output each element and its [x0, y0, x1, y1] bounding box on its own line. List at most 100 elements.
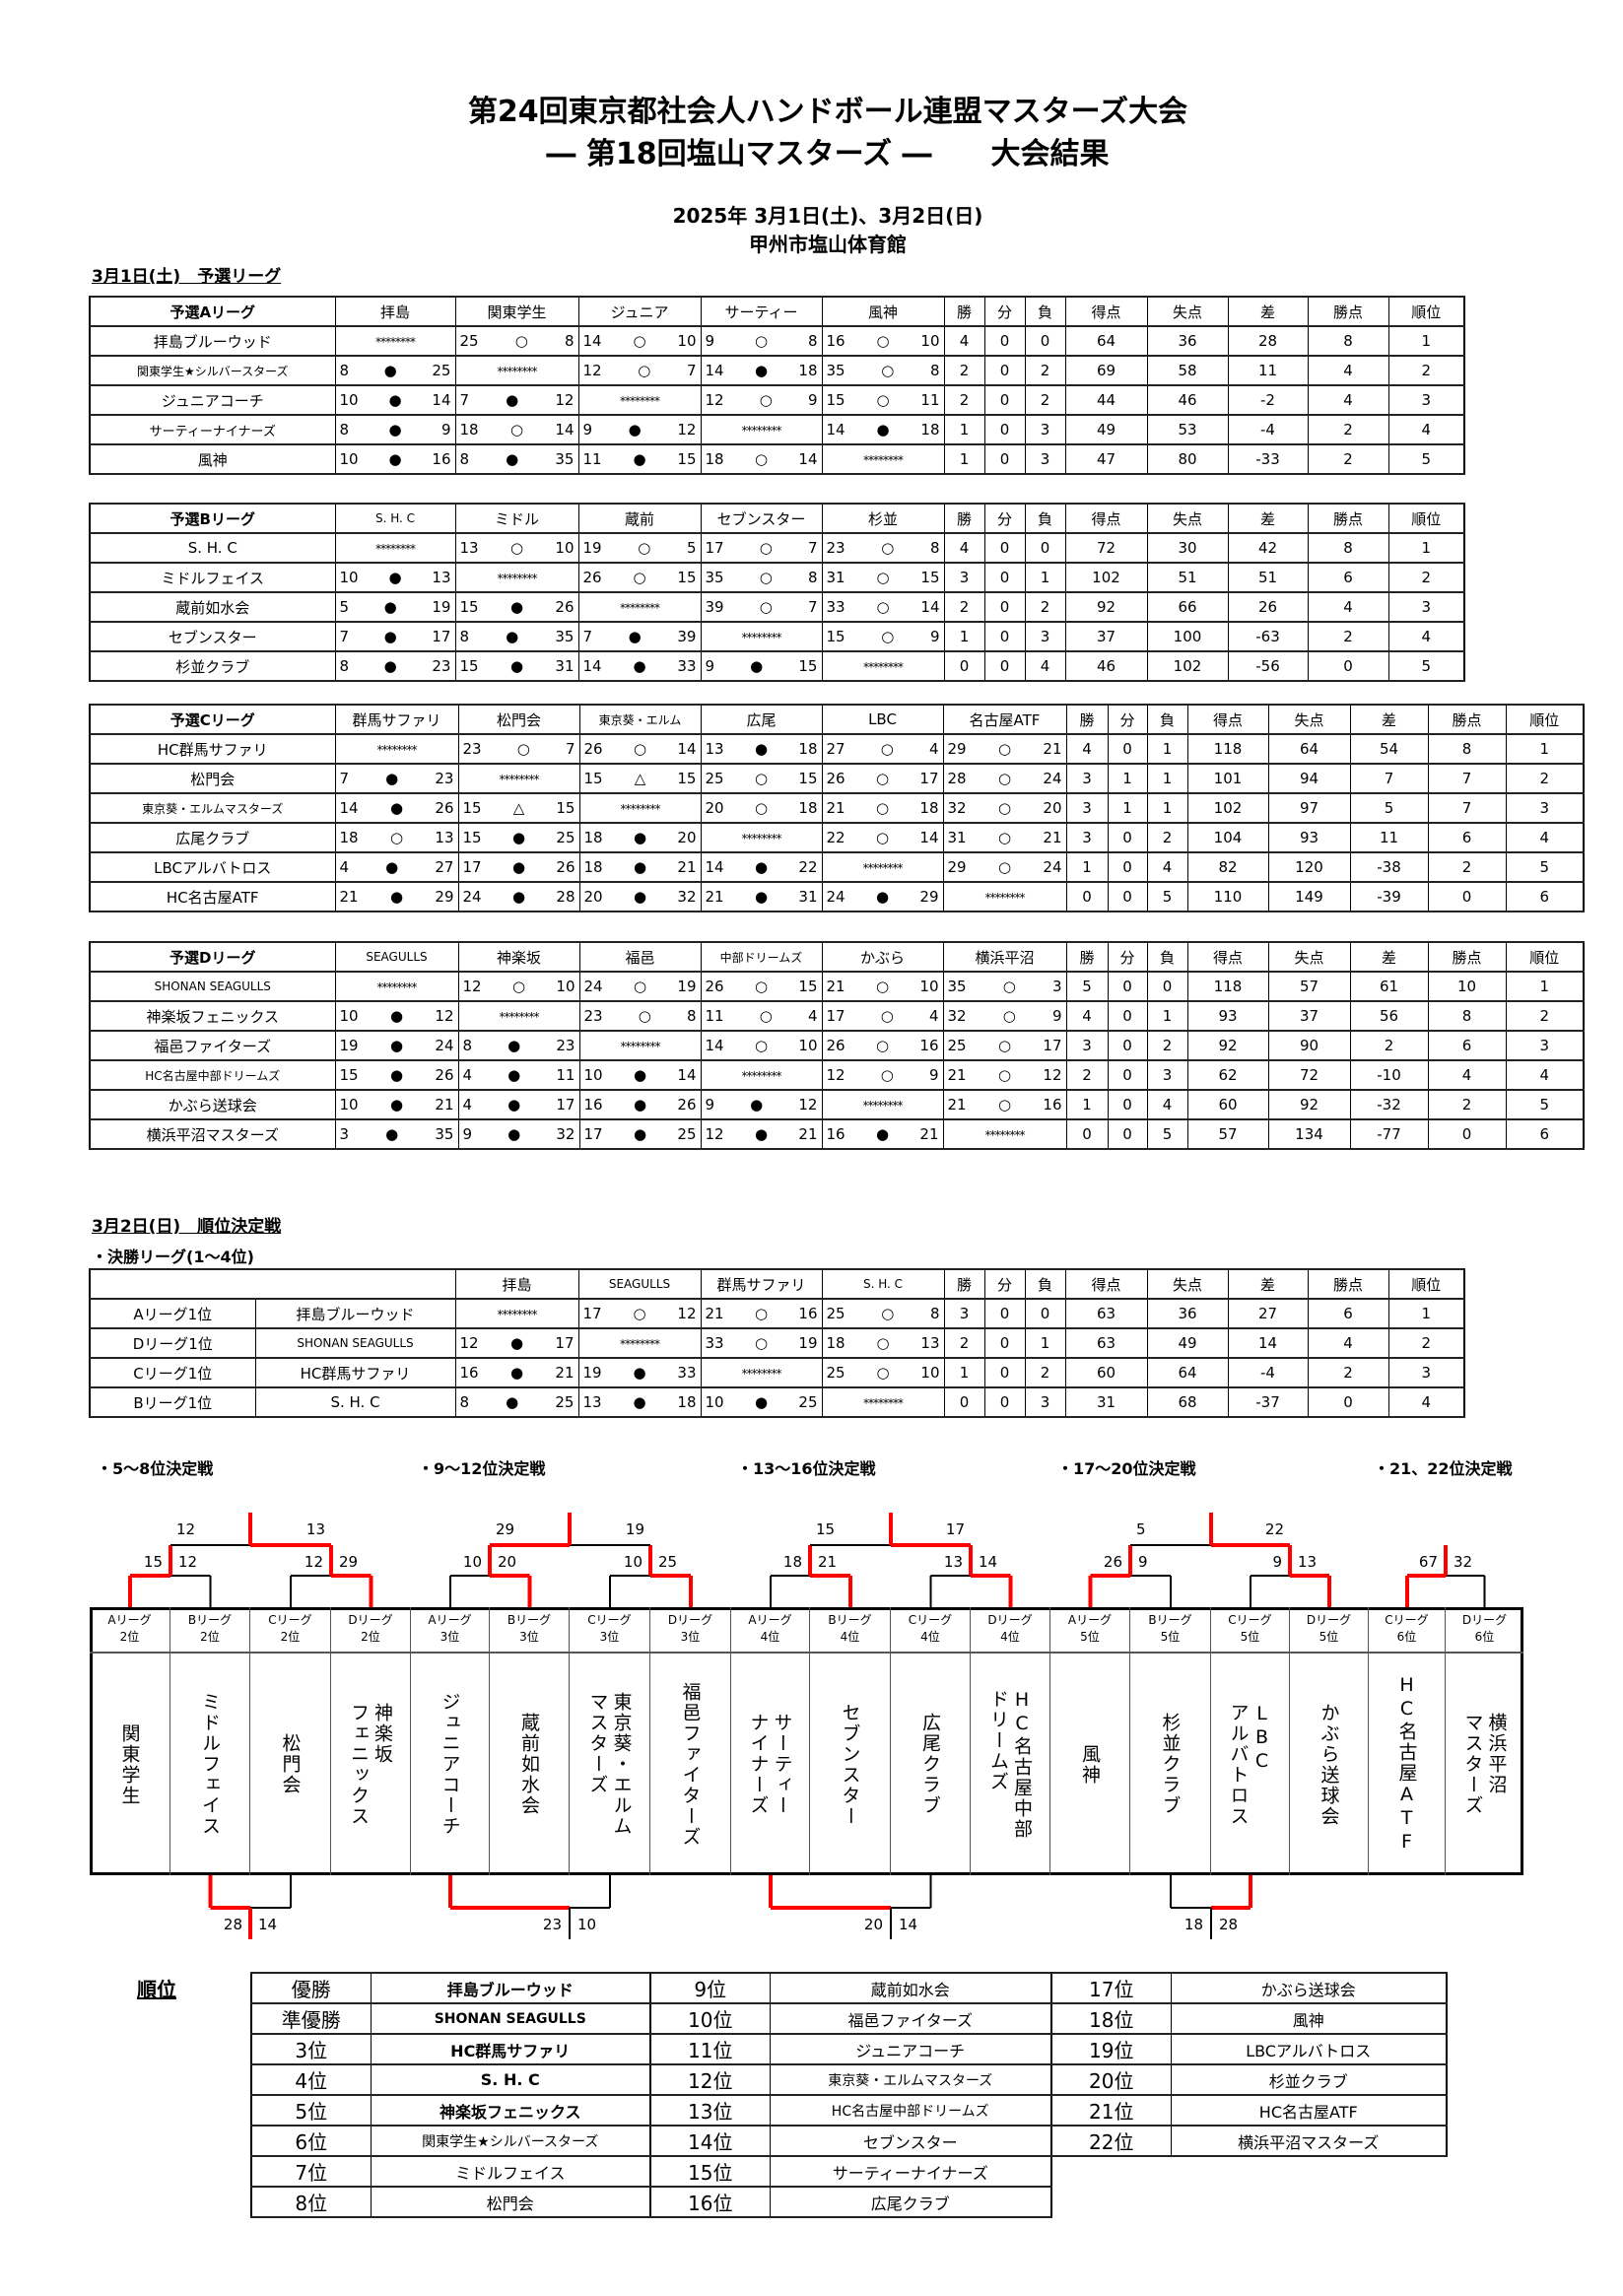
result-cell: 10 ● 25	[700, 1386, 823, 1418]
score-against: 15	[556, 799, 575, 817]
score-for: 26	[826, 770, 845, 787]
team-name-vertical: かぶら送球会	[1318, 1703, 1341, 1827]
rank: 4	[1387, 414, 1465, 445]
wins: 1	[943, 414, 985, 445]
losses: 0	[1024, 325, 1066, 357]
match-score: 4 ● 17	[459, 1096, 578, 1114]
result-cell: ********	[942, 1118, 1067, 1150]
match-score: 11 ● 15	[579, 450, 700, 468]
slot-team: 杉並クラブ	[1130, 1654, 1210, 1875]
team-name-vertical: 神楽坂 フェニックス	[347, 1703, 394, 1827]
score-for: 26	[582, 569, 602, 586]
slot-league: Dリーグ	[348, 1613, 393, 1627]
wins: 1	[1065, 851, 1109, 883]
score-for: 7	[339, 628, 350, 645]
stat-header: 勝	[1065, 704, 1109, 735]
wins: 2	[1065, 1059, 1109, 1091]
score-for: 7	[582, 628, 593, 645]
team-name: S. H. C	[89, 532, 336, 564]
points: 8	[1307, 532, 1389, 564]
result-cell: 21 ○ 16	[700, 1298, 823, 1329]
slot-header: Aリーグ 2位	[90, 1607, 169, 1654]
score-against: 25	[798, 1393, 818, 1411]
draws: 0	[1107, 733, 1148, 765]
draws: 1	[1107, 792, 1148, 824]
slot-header: Cリーグ 6位	[1369, 1607, 1445, 1654]
standings-row: 21位 HC名古屋ATF	[1050, 2094, 1448, 2127]
match-score: 9 ● 12	[579, 421, 700, 439]
goals-for: 60	[1186, 1089, 1269, 1120]
loss-dot-icon: ●	[509, 1334, 524, 1352]
wins: 5	[1065, 971, 1109, 1002]
score-for: 23	[583, 1007, 603, 1025]
team-name: 福邑ファイターズ	[89, 1030, 336, 1061]
score-for: 13	[582, 1393, 602, 1411]
score-for: 16	[826, 1125, 845, 1143]
result-cell: ********	[457, 1000, 580, 1032]
score-against: 26	[556, 858, 575, 876]
team-name-line: 東京葵・エルム	[610, 1692, 633, 1837]
win-circle-icon: ○	[997, 858, 1012, 876]
goal-diff: 51	[1227, 562, 1309, 593]
score-against: 8	[807, 332, 818, 350]
score-against: 27	[435, 858, 454, 876]
draws: 1	[1107, 763, 1148, 794]
team-name: LBCアルバトロス	[89, 851, 336, 883]
result-cell: 19 ● 33	[577, 1357, 702, 1388]
result-cell: 13 ● 18	[577, 1386, 702, 1418]
rank: 2	[1505, 1000, 1585, 1032]
slot-header: Bリーグ 4位	[810, 1607, 890, 1654]
team-name-vertical: 松門会	[279, 1733, 303, 1795]
loss-dot-icon: ●	[506, 450, 519, 468]
score-for: 17	[583, 1125, 603, 1143]
bracket-score: 29	[496, 1520, 515, 1538]
slot-rank: 2位	[361, 1630, 380, 1644]
loss-dot-icon: ●	[754, 858, 769, 876]
losses: 0	[1024, 1298, 1066, 1329]
match-score: 31 ○ 15	[823, 569, 943, 586]
stat-header: 得点	[1064, 503, 1148, 534]
result-cell: 18 ● 20	[578, 822, 702, 853]
loss-dot-icon: ●	[511, 858, 526, 876]
goal-diff: 7	[1349, 763, 1429, 794]
match-score: 31 ○ 21	[944, 829, 1065, 846]
team-name: セブンスター	[89, 621, 336, 652]
table-row: Dリーグ1位 SHONAN SEAGULLS 12 ● 17 ******** 33 ○ 19 1…	[89, 1327, 1465, 1359]
score-for: 35	[947, 978, 967, 995]
score-against: 25	[677, 1125, 697, 1143]
loss-dot-icon: ●	[633, 1364, 646, 1382]
match-score: 15 ● 25	[459, 829, 578, 846]
self-match-marker: ********	[499, 1010, 540, 1024]
wins: 3	[1065, 792, 1109, 824]
bracket-title: ・5～8位決定戦	[97, 1459, 214, 1478]
bracket-score: 9	[1272, 1553, 1282, 1571]
match-score: 17 ● 25	[580, 1125, 700, 1143]
win-circle-icon: ○	[876, 332, 890, 350]
draws: 0	[983, 1386, 1026, 1418]
score-against: 9	[807, 391, 818, 409]
table-row: 拝島ブルーウッド ******** 25 ○ 8 14 ○ 10 9 ○ 8 16 ○ 10 4 0 0 64 36…	[89, 325, 1465, 357]
standings-row: 5位 神楽坂フェニックス	[250, 2094, 651, 2127]
loss-dot-icon: ●	[633, 829, 647, 846]
score-for: 9	[705, 1096, 715, 1114]
points: 2	[1307, 1357, 1389, 1388]
team-name-line: 福邑ファイターズ	[679, 1681, 702, 1848]
slot-team: サーティー ナイナーズ	[731, 1654, 809, 1875]
wins: 0	[943, 1386, 985, 1418]
draws: 0	[983, 650, 1026, 682]
match-score: 23 ○ 8	[580, 1007, 700, 1025]
score-for: 14	[705, 362, 724, 379]
bracket-score: 13	[305, 1520, 325, 1538]
bracket-score: 5	[1136, 1520, 1146, 1538]
score-for: 29	[947, 858, 967, 876]
score-for: 4	[462, 1096, 473, 1114]
goal-diff: 42	[1227, 532, 1309, 564]
score-against: 35	[555, 450, 575, 468]
result-cell: 18 ○ 14	[454, 414, 579, 445]
table-row: 松門会 7 ● 23 ******** 15 △ 15 25 ○ 15 26 ○ 17 28 ○ 24 3 1 1 10…	[89, 763, 1585, 794]
loss-dot-icon: ●	[633, 1096, 647, 1114]
losses: 3	[1024, 1386, 1066, 1418]
score-for: 14	[582, 332, 602, 350]
stat-header: 勝	[1065, 941, 1109, 973]
win-circle-icon: ○	[997, 1037, 1012, 1054]
